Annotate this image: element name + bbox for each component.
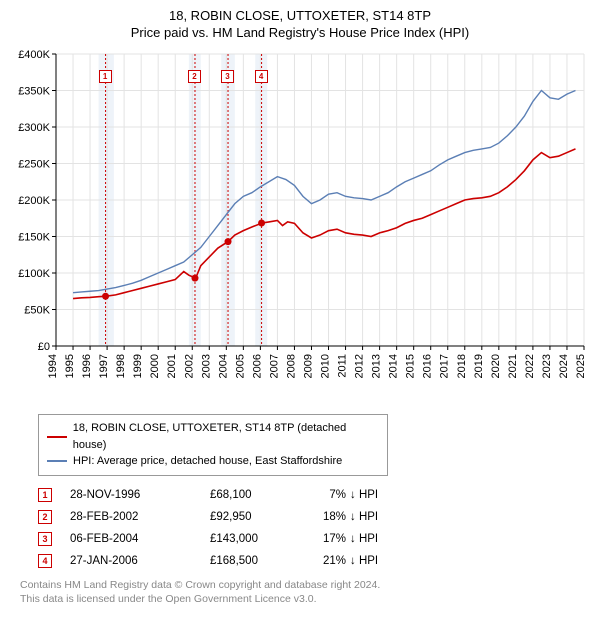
svg-text:2015: 2015 (405, 354, 417, 378)
footer-line2: This data is licensed under the Open Gov… (20, 592, 590, 606)
sale-marker-icon: 2 (38, 510, 52, 524)
legend-label-hpi: HPI: Average price, detached house, East… (73, 453, 342, 470)
svg-text:2004: 2004 (217, 354, 229, 378)
svg-text:2024: 2024 (558, 354, 570, 378)
svg-text:2011: 2011 (337, 354, 349, 378)
title-block: 18, ROBIN CLOSE, UTTOXETER, ST14 8TP Pri… (10, 8, 590, 40)
sale-date: 27-JAN-2006 (70, 555, 210, 567)
svg-text:2002: 2002 (183, 354, 195, 378)
sale-marker-icon: 3 (38, 532, 52, 546)
chart-sale-marker: 2 (188, 70, 201, 83)
svg-text:£300K: £300K (18, 122, 50, 134)
title-subtitle: Price paid vs. HM Land Registry's House … (10, 25, 590, 40)
svg-text:£200K: £200K (18, 195, 50, 207)
svg-text:£150K: £150K (18, 232, 50, 244)
legend-row-property: 18, ROBIN CLOSE, UTTOXETER, ST14 8TP (de… (47, 420, 379, 453)
sale-pct: 21% (310, 555, 350, 567)
svg-text:£100K: £100K (18, 268, 50, 280)
sale-marker-icon: 1 (38, 488, 52, 502)
svg-text:2009: 2009 (302, 354, 314, 378)
sale-marker-icon: 4 (38, 554, 52, 568)
svg-text:2025: 2025 (575, 354, 587, 378)
svg-text:2023: 2023 (541, 354, 553, 378)
legend: 18, ROBIN CLOSE, UTTOXETER, ST14 8TP (de… (38, 414, 388, 476)
svg-text:£350K: £350K (18, 86, 50, 98)
footer-line1: Contains HM Land Registry data © Crown c… (20, 578, 590, 592)
svg-text:2013: 2013 (371, 354, 383, 378)
svg-text:2003: 2003 (200, 354, 212, 378)
title-address: 18, ROBIN CLOSE, UTTOXETER, ST14 8TP (10, 8, 590, 23)
svg-text:£400K: £400K (18, 49, 50, 61)
svg-text:1995: 1995 (64, 354, 76, 378)
svg-text:1996: 1996 (81, 354, 93, 378)
sale-direction: ↓ HPI (350, 533, 384, 545)
svg-text:2001: 2001 (166, 354, 178, 378)
svg-text:1998: 1998 (115, 354, 127, 378)
legend-swatch-hpi (47, 460, 67, 462)
footer-attribution: Contains HM Land Registry data © Crown c… (20, 578, 590, 606)
sales-row: 4 27-JAN-2006£168,50021%↓ HPI (38, 550, 590, 572)
sale-date: 06-FEB-2004 (70, 533, 210, 545)
svg-text:2007: 2007 (268, 354, 280, 378)
svg-text:2018: 2018 (456, 354, 468, 378)
sale-direction: ↓ HPI (350, 555, 384, 567)
svg-text:2010: 2010 (320, 354, 332, 378)
sale-price: £92,950 (210, 511, 310, 523)
sale-price: £168,500 (210, 555, 310, 567)
svg-text:2016: 2016 (422, 354, 434, 378)
chart-area: £0 £50K £100K £150K £200K £250K £300K £350K £400… (10, 46, 590, 406)
svg-text:£0: £0 (38, 341, 50, 353)
sale-pct: 17% (310, 533, 350, 545)
svg-text:£250K: £250K (18, 159, 50, 171)
chart-sale-marker: 4 (255, 70, 268, 83)
svg-text:2008: 2008 (285, 354, 297, 378)
svg-text:2019: 2019 (473, 354, 485, 378)
chart-sale-marker: 3 (221, 70, 234, 83)
svg-text:2020: 2020 (490, 354, 502, 378)
sale-direction: ↓ HPI (350, 489, 384, 501)
svg-text:2017: 2017 (439, 354, 451, 378)
svg-text:1999: 1999 (132, 354, 144, 378)
sale-pct: 7% (310, 489, 350, 501)
sale-price: £68,100 (210, 489, 310, 501)
sale-pct: 18% (310, 511, 350, 523)
svg-text:2014: 2014 (388, 354, 400, 378)
sales-row: 2 28-FEB-2002£92,95018%↓ HPI (38, 506, 590, 528)
legend-label-property: 18, ROBIN CLOSE, UTTOXETER, ST14 8TP (de… (73, 420, 379, 453)
sale-price: £143,000 (210, 533, 310, 545)
svg-text:2005: 2005 (234, 354, 246, 378)
svg-text:2006: 2006 (251, 354, 263, 378)
svg-text:2022: 2022 (524, 354, 536, 378)
sale-date: 28-FEB-2002 (70, 511, 210, 523)
legend-row-hpi: HPI: Average price, detached house, East… (47, 453, 379, 470)
svg-text:2000: 2000 (149, 354, 161, 378)
sales-row: 1 28-NOV-1996£68,1007%↓ HPI (38, 484, 590, 506)
svg-text:£50K: £50K (24, 305, 50, 317)
svg-text:1994: 1994 (47, 354, 59, 378)
chart-container: 18, ROBIN CLOSE, UTTOXETER, ST14 8TP Pri… (0, 0, 600, 616)
sales-row: 3 06-FEB-2004£143,00017%↓ HPI (38, 528, 590, 550)
legend-swatch-property (47, 436, 67, 438)
price-chart-svg: £0 £50K £100K £150K £200K £250K £300K £350K £400… (10, 46, 590, 406)
svg-text:1997: 1997 (98, 354, 110, 378)
sale-date: 28-NOV-1996 (70, 489, 210, 501)
svg-text:2021: 2021 (507, 354, 519, 378)
sale-direction: ↓ HPI (350, 511, 384, 523)
sales-table: 128-NOV-1996£68,1007%↓ HPI228-FEB-2002£9… (38, 484, 590, 572)
chart-sale-marker: 1 (99, 70, 112, 83)
svg-text:2012: 2012 (354, 354, 366, 378)
